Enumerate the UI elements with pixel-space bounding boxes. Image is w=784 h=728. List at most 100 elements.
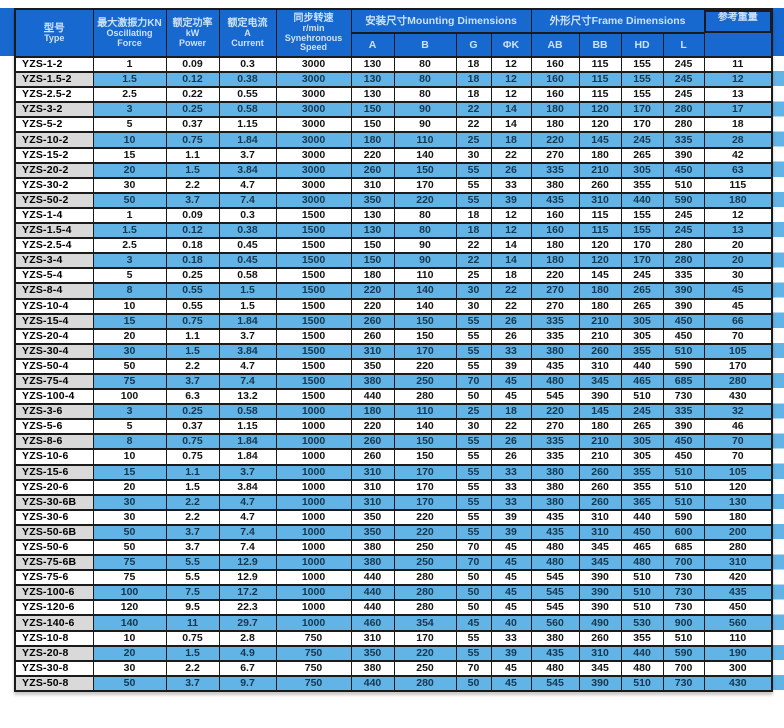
col-header-speed-en2: Synehronous <box>284 32 343 43</box>
value-cell: 22 <box>455 252 492 270</box>
value-cell: 310 <box>350 478 395 496</box>
value-cell: 170 <box>393 176 457 194</box>
value-cell: 440 <box>350 674 395 692</box>
table-row: YZS-3-6 3 0.25 0.58 1000 180 110 25 18 220 145 245 3… <box>14 403 773 421</box>
value-cell: 380 <box>530 176 580 194</box>
value-cell: 0.55 <box>218 86 277 104</box>
value-cell: 12 <box>490 206 532 225</box>
value-cell: 42 <box>703 146 773 164</box>
value-cell: 1.1 <box>165 146 220 164</box>
value-cell: 39 <box>490 523 532 542</box>
model-type-cell: YZS-15-4 <box>14 312 94 330</box>
value-cell: 380 <box>530 493 580 511</box>
value-cell: 335 <box>530 161 580 179</box>
model-type-cell: YZS-15-6 <box>14 463 94 481</box>
value-cell: 510 <box>620 584 664 602</box>
value-cell: 435 <box>530 357 580 375</box>
value-cell: 12 <box>490 55 532 74</box>
value-cell: 1.15 <box>218 116 277 134</box>
value-cell: 15 <box>92 146 167 164</box>
value-cell: 750 <box>275 644 352 662</box>
value-cell: 7.4 <box>218 372 277 391</box>
value-cell: 150 <box>393 448 457 466</box>
value-cell: 450 <box>662 433 705 451</box>
value-cell: 245 <box>662 86 705 104</box>
value-cell: 450 <box>620 523 664 542</box>
table-row: YZS-10-8 10 0.75 2.8 750 310 170 55 33 380 260 355 5… <box>14 629 773 647</box>
value-cell: 1.5 <box>92 222 167 240</box>
value-cell: 190 <box>703 644 773 662</box>
value-cell: 510 <box>662 478 705 496</box>
value-cell: 110 <box>393 131 457 149</box>
value-cell: 420 <box>703 569 773 587</box>
value-cell: 7.4 <box>218 523 277 542</box>
table-row: YZS-20-4 20 1.1 3.7 1500 260 150 55 26 335 210 305 4… <box>14 327 773 345</box>
model-type-cell: YZS-10-8 <box>14 629 94 647</box>
value-cell: 390 <box>662 418 705 436</box>
value-cell: 0.58 <box>218 101 277 119</box>
value-cell: 1000 <box>275 584 352 602</box>
value-cell: 45 <box>703 297 773 315</box>
value-cell: 305 <box>620 312 664 330</box>
value-cell: 120 <box>92 599 167 617</box>
model-type-cell: YZS-75-6 <box>14 569 94 587</box>
value-cell: 32 <box>703 403 773 421</box>
value-cell: 80 <box>393 222 457 240</box>
value-cell: 70 <box>703 448 773 466</box>
value-cell: 160 <box>530 222 580 240</box>
model-type-cell: YZS-75-4 <box>14 372 94 391</box>
value-cell: 160 <box>530 206 580 225</box>
value-cell: 2.2 <box>165 357 220 375</box>
value-cell: 45 <box>455 614 492 632</box>
value-cell: 1.5 <box>92 71 167 89</box>
value-cell: 8 <box>92 282 167 300</box>
value-cell: 150 <box>393 312 457 330</box>
value-cell: 0.75 <box>165 629 220 647</box>
value-cell: 115 <box>703 176 773 194</box>
subcol-header-phik: ΦK <box>490 32 532 58</box>
value-cell: 155 <box>620 71 664 89</box>
value-cell: 380 <box>530 629 580 647</box>
value-cell: 110 <box>393 267 457 285</box>
value-cell: 39 <box>490 191 532 209</box>
value-cell: 220 <box>393 357 457 375</box>
value-cell: 380 <box>530 478 580 496</box>
value-cell: 5.5 <box>165 554 220 572</box>
value-cell: 39 <box>490 644 532 662</box>
value-cell: 70 <box>703 433 773 451</box>
value-cell: 18 <box>455 86 492 104</box>
value-cell: 170 <box>393 463 457 481</box>
value-cell: 390 <box>662 146 705 164</box>
table-row: YZS-1.5-2 1.5 0.12 0.38 3000 130 80 18 12 160 115 1… <box>14 71 773 89</box>
value-cell: 55 <box>455 176 492 194</box>
value-cell: 335 <box>662 267 705 285</box>
value-cell: 260 <box>578 176 622 194</box>
col-header-current: 额定电流 A Current <box>218 8 277 58</box>
value-cell: 17 <box>703 101 773 119</box>
value-cell: 600 <box>662 523 705 542</box>
value-cell: 66 <box>703 312 773 330</box>
value-cell: 510 <box>662 176 705 194</box>
model-type-cell: YZS-1-2 <box>14 55 94 74</box>
value-cell: 115 <box>578 222 622 240</box>
value-cell: 30 <box>455 418 492 436</box>
table-row: YZS-20-8 20 1.5 4.9 750 350 220 55 39 435 310 440 59… <box>14 644 773 662</box>
value-cell: 20 <box>92 478 167 496</box>
value-cell: 0.25 <box>165 101 220 119</box>
value-cell: 160 <box>530 86 580 104</box>
col-header-speed: 同步转速 r/min Synehronous Speed <box>275 8 352 58</box>
col-header-current-zh: 额定电流 <box>227 18 268 29</box>
value-cell: 435 <box>530 523 580 542</box>
table-row: YZS-15-2 15 1.1 3.7 3000 220 140 30 22 270 180 265 3… <box>14 146 773 164</box>
value-cell: 150 <box>350 101 395 119</box>
value-cell: 180 <box>350 267 395 285</box>
model-type-cell: YZS-5-4 <box>14 267 94 285</box>
value-cell: 17.2 <box>218 584 277 602</box>
value-cell: 250 <box>393 659 457 677</box>
value-cell: 115 <box>578 206 622 225</box>
value-cell: 270 <box>530 297 580 315</box>
value-cell: 180 <box>530 101 580 119</box>
model-type-cell: YZS-30-2 <box>14 176 94 194</box>
value-cell: 1000 <box>275 478 352 496</box>
value-cell: 170 <box>393 478 457 496</box>
